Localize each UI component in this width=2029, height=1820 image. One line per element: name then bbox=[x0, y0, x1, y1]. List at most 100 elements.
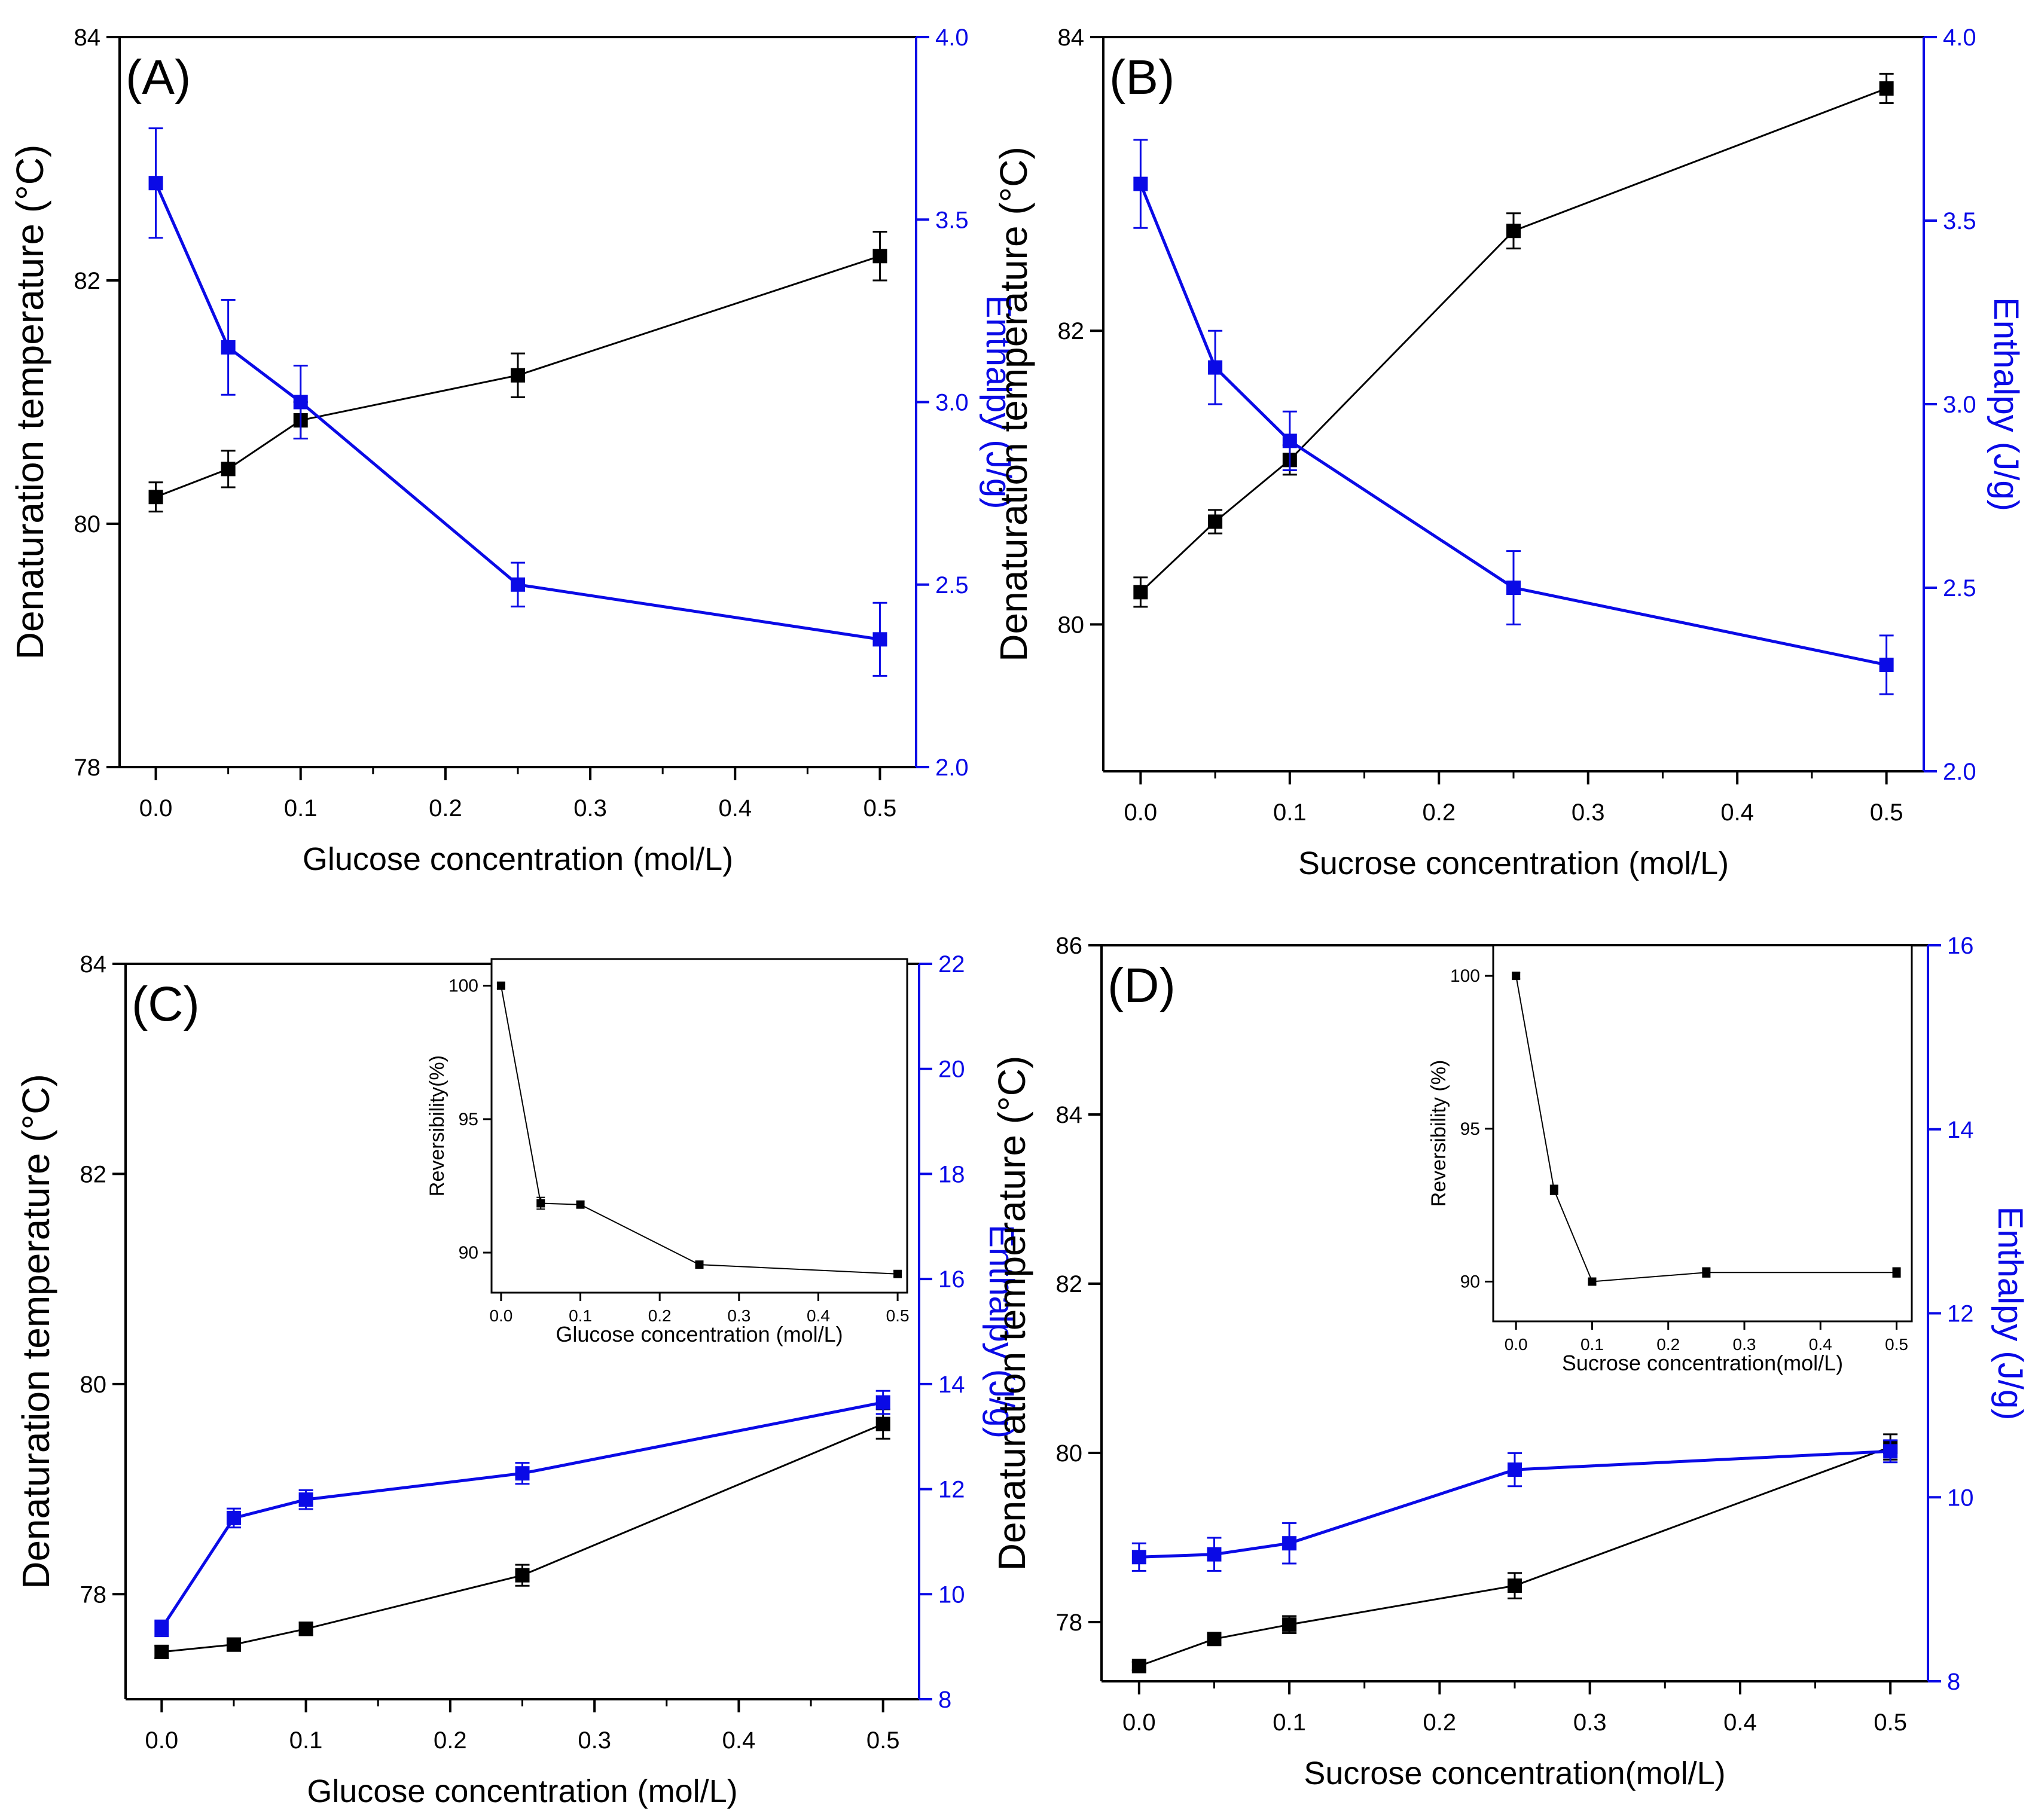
inset-x-tick-label: 0.3 bbox=[1733, 1335, 1756, 1354]
x-tick-label: 0.2 bbox=[1423, 1709, 1457, 1736]
y-tick-label: 78 bbox=[80, 1581, 107, 1608]
data-point bbox=[226, 1510, 241, 1525]
y2-tick-label: 8 bbox=[1947, 1669, 1960, 1695]
y2-tick-label: 8 bbox=[938, 1687, 951, 1713]
y2-tick-label: 2.0 bbox=[935, 755, 969, 781]
series-line bbox=[1140, 87, 1887, 593]
x-tick-label: 0.0 bbox=[139, 795, 173, 822]
inset-x-tick-label: 0.4 bbox=[807, 1306, 830, 1325]
y2-tick-label: 4.0 bbox=[935, 25, 969, 51]
x-tick-label: 0.4 bbox=[722, 1727, 756, 1754]
inset-x-axis-title: Glucose concentration (mol/L) bbox=[556, 1322, 843, 1346]
y2-tick-label: 2.5 bbox=[935, 572, 969, 598]
panel-label: (B) bbox=[1109, 50, 1174, 105]
x-tick-label: 0.5 bbox=[1874, 1709, 1907, 1736]
x-tick-label: 0.3 bbox=[578, 1727, 611, 1754]
data-point bbox=[1879, 81, 1894, 96]
y2-tick-label: 12 bbox=[1947, 1301, 1974, 1327]
inset-y-tick-label: 90 bbox=[459, 1243, 478, 1263]
data-point bbox=[154, 1621, 169, 1636]
y2-tick-label: 22 bbox=[938, 951, 965, 978]
inset-frame bbox=[1492, 944, 1913, 1323]
inset-y-tick-label: 95 bbox=[1460, 1119, 1480, 1139]
y2-tick-label: 14 bbox=[1947, 1117, 1974, 1143]
data-point bbox=[1282, 433, 1297, 448]
y-tick-label: 78 bbox=[74, 755, 101, 781]
data-point bbox=[221, 340, 236, 355]
y2-tick-label: 3.0 bbox=[935, 390, 969, 416]
enthalpy-series bbox=[148, 127, 887, 677]
inset-d: 0.0 0.1 0.2 0.3 0.4 0.5 90 95 100 Sucrose concent… bbox=[1427, 944, 1913, 1375]
data-point bbox=[1131, 1550, 1146, 1565]
inset-frame bbox=[490, 958, 908, 1294]
y-tick-label: 80 bbox=[1058, 612, 1085, 638]
data-point bbox=[1282, 1617, 1297, 1632]
enthalpy-series bbox=[1133, 139, 1894, 695]
inset-data-point bbox=[1702, 1268, 1711, 1277]
y-tick-label: 82 bbox=[74, 268, 101, 294]
y-axis-title: Denaturation temperature (°C) bbox=[990, 1056, 1033, 1571]
x-tick-label: 0.1 bbox=[1273, 1709, 1306, 1736]
x-tick-label: 0.1 bbox=[1273, 799, 1307, 826]
inset-x-axis-title: Sucrose concentration(mol/L) bbox=[1562, 1351, 1843, 1375]
x-axis-title: Sucrose concentration (mol/L) bbox=[1298, 845, 1729, 881]
inset-data-point bbox=[1512, 972, 1521, 981]
data-point bbox=[872, 249, 887, 264]
y-tick-label: 78 bbox=[1056, 1610, 1083, 1636]
y2-tick-label: 2.5 bbox=[1943, 575, 1976, 601]
y-axis-title: Denaturation temperature (°C) bbox=[8, 145, 51, 660]
y2-axis-title: Enthalpy (J/g) bbox=[1987, 297, 2025, 511]
x-axis-title: Glucose concentration (mol/L) bbox=[303, 841, 733, 877]
y2-tick-label: 20 bbox=[938, 1056, 965, 1083]
data-point bbox=[154, 1644, 169, 1659]
inset-x-tick-label: 0.1 bbox=[1581, 1335, 1604, 1354]
panel-d: 0.0 0.1 0.2 0.3 0.4 0.5 78 80 82 84 86 8 10 12 14 16 Suc… bbox=[990, 933, 2029, 1791]
data-point bbox=[511, 368, 525, 383]
x-tick-label: 0.1 bbox=[284, 795, 318, 822]
x-tick-label: 0.5 bbox=[1870, 799, 1903, 826]
panel-label: (C) bbox=[132, 977, 200, 1031]
data-point bbox=[298, 1492, 313, 1507]
inset-y-tick-label: 100 bbox=[448, 976, 478, 996]
inset-data-point bbox=[1588, 1277, 1597, 1286]
x-tick-label: 0.2 bbox=[1422, 799, 1456, 826]
data-point bbox=[872, 632, 887, 647]
data-point bbox=[1506, 581, 1521, 595]
data-point bbox=[1879, 657, 1894, 672]
data-point bbox=[148, 490, 163, 505]
inset-y-tick-label: 90 bbox=[1460, 1272, 1480, 1292]
panel-a: 0.0 0.1 0.2 0.3 0.4 0.5 78 80 82 84 2.0 2.5 3.0 3.5 4.… bbox=[8, 25, 1018, 877]
enthalpy-series bbox=[1131, 1439, 1898, 1572]
data-point bbox=[298, 1621, 313, 1636]
y-tick-label: 84 bbox=[80, 951, 107, 978]
x-tick-label: 0.4 bbox=[1720, 799, 1754, 826]
data-point bbox=[1508, 1578, 1522, 1593]
temperature-series bbox=[154, 1408, 890, 1659]
x-axis-title: Glucose concentration (mol/L) bbox=[307, 1773, 737, 1809]
y-tick-label: 84 bbox=[1056, 1102, 1083, 1128]
panel-label: (D) bbox=[1107, 958, 1176, 1013]
x-tick-label: 0.2 bbox=[429, 795, 462, 822]
x-tick-label: 0.2 bbox=[434, 1727, 467, 1754]
data-point bbox=[1208, 360, 1223, 375]
y2-tick-label: 12 bbox=[938, 1477, 965, 1503]
data-point bbox=[1506, 224, 1521, 239]
inset-y-axis-title: Reversibility (%) bbox=[1427, 1060, 1450, 1207]
inset-y-axis-title: Reversibility(%) bbox=[426, 1055, 448, 1196]
inset-x-tick-label: 0.5 bbox=[886, 1306, 910, 1325]
inset-c: 0.0 0.1 0.2 0.3 0.4 0.5 90 95 100 Glucose concent… bbox=[426, 958, 910, 1346]
y2-tick-label: 4.0 bbox=[1943, 25, 1976, 51]
data-point bbox=[515, 1568, 530, 1583]
temperature-series bbox=[1133, 72, 1894, 608]
x-tick-label: 0.0 bbox=[1122, 1709, 1156, 1736]
y2-axis-title: Enthalpy (J/g) bbox=[982, 1224, 1021, 1439]
x-tick-label: 0.5 bbox=[864, 795, 897, 822]
data-point bbox=[226, 1637, 241, 1652]
panel-label: (A) bbox=[126, 50, 191, 105]
inset-data-point bbox=[1892, 1268, 1901, 1277]
data-point bbox=[515, 1466, 530, 1481]
data-point bbox=[875, 1395, 890, 1410]
y2-tick-label: 2.0 bbox=[1943, 759, 1976, 785]
y-tick-label: 80 bbox=[74, 511, 101, 538]
